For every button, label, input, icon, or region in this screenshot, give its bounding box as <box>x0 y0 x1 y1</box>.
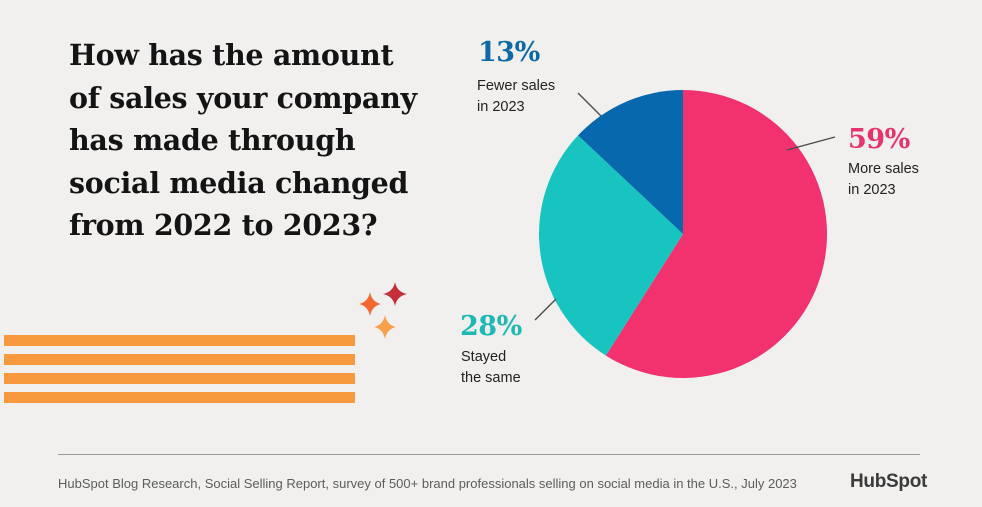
chart-title: How has the amount of sales your company… <box>69 38 417 242</box>
desc-label-same: Stayed the same <box>461 349 521 386</box>
leader-line-fewer <box>577 92 602 117</box>
pie-slice-stayed-same <box>538 135 683 356</box>
decorative-stripe <box>4 335 355 346</box>
desc-label-fewer: Fewer sales in 2023 <box>477 78 556 115</box>
source-note: HubSpot Blog Research, Social Selling Re… <box>58 476 797 491</box>
pie-slice-more-sales <box>605 90 828 378</box>
leader-line-same <box>534 298 557 321</box>
pct-label-same: 28% <box>460 311 522 342</box>
pct-label-more: 59% <box>848 124 910 155</box>
hubspot-logo: HubSpot <box>850 471 928 492</box>
pie-slice-fewer-sales <box>578 90 683 234</box>
decorative-stripe <box>4 392 355 403</box>
decorative-stripe <box>4 373 355 384</box>
sparkle-icon <box>359 282 407 339</box>
footer-divider <box>58 454 920 455</box>
leader-line-more <box>786 136 836 151</box>
desc-label-more: More sales in 2023 <box>848 161 919 198</box>
decorative-stripe <box>4 354 355 365</box>
pct-label-fewer: 13% <box>478 37 540 68</box>
